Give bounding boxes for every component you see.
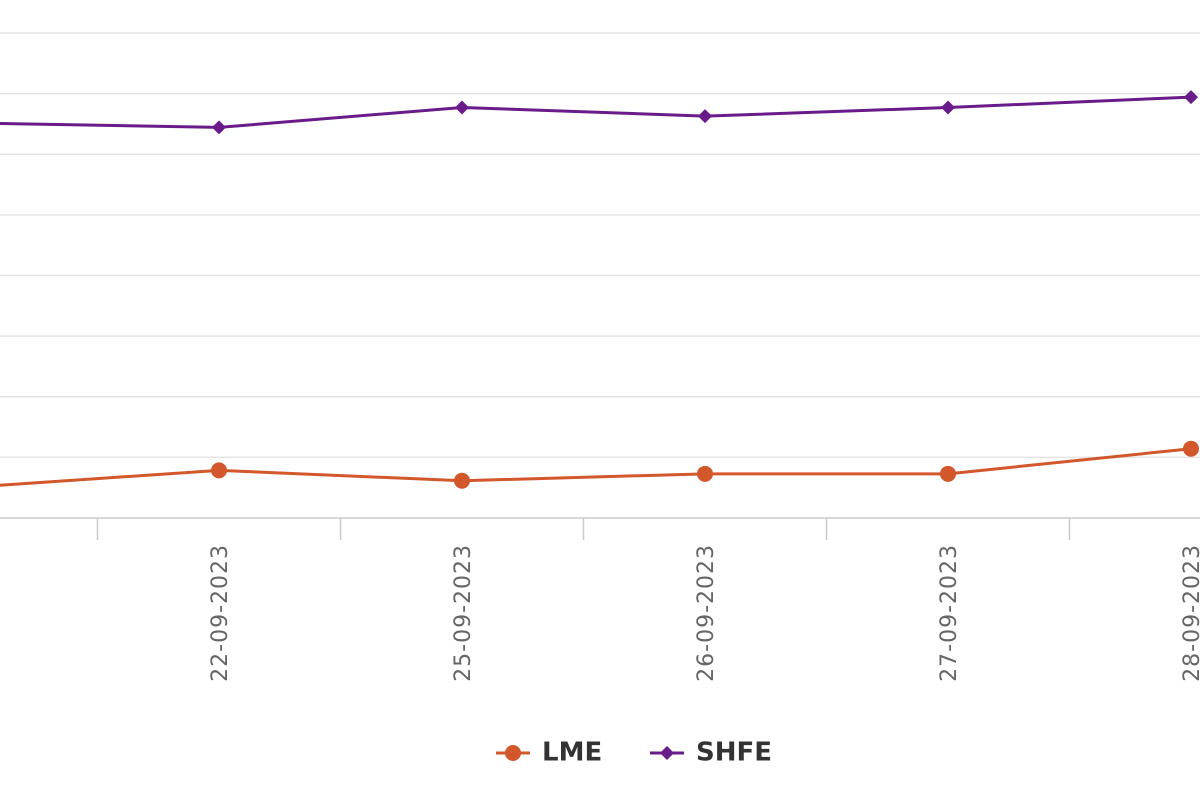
legend-label: LME — [542, 738, 602, 768]
legend-diamond-marker — [660, 746, 674, 760]
gridlines — [0, 32, 1200, 459]
series-line-shfe — [0, 95, 1192, 129]
data-point[interactable] — [455, 100, 469, 115]
data-point[interactable] — [698, 109, 712, 124]
x-tick-label: 27-09-2023 — [937, 544, 962, 682]
data-point[interactable] — [1183, 440, 1199, 457]
series-group — [0, 90, 1199, 489]
legend-label: SHFE — [696, 738, 772, 768]
series-lme — [0, 440, 1199, 489]
data-point[interactable] — [1184, 90, 1198, 105]
x-axis: 22-09-2023 25-09-2023 26-09-2023 27-09-2023… — [0, 517, 1200, 682]
data-point[interactable] — [211, 462, 227, 479]
data-point[interactable] — [941, 100, 955, 115]
series-shfe — [0, 90, 1198, 135]
data-point[interactable] — [697, 465, 713, 482]
data-point[interactable] — [212, 120, 226, 135]
legend-circle-marker — [505, 745, 521, 761]
data-point[interactable] — [454, 472, 470, 489]
x-tick-label: 25-09-2023 — [451, 544, 476, 682]
legend-item-lme[interactable]: LME — [496, 738, 602, 768]
legend-item-shfe[interactable]: SHFE — [650, 738, 772, 768]
x-tick-label: 26-09-2023 — [694, 544, 719, 682]
data-point[interactable] — [940, 465, 956, 482]
x-tick-label: 22-09-2023 — [208, 544, 233, 682]
series-line-lme — [0, 447, 1192, 487]
legend[interactable]: LME SHFE — [496, 738, 772, 768]
x-tick-label: 28-09-2023 — [1180, 544, 1200, 682]
